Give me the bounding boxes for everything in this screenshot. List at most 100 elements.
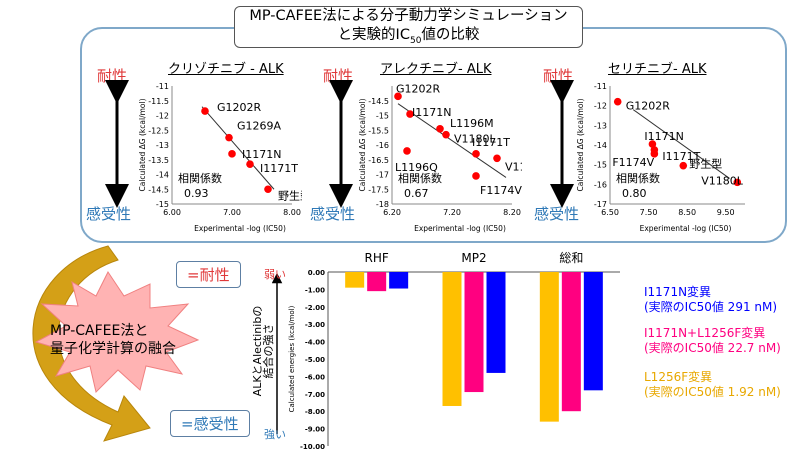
x-axis-label: Experimental -log (IC50): [640, 224, 732, 233]
y-tick-label: -15: [594, 161, 607, 170]
x-tick-label: 6.50: [601, 208, 619, 217]
x-tick-label: 6.00: [163, 208, 181, 217]
bar-y-tick-label: -9.00: [305, 426, 325, 434]
title-box: MP-CAFEE法による分子動力学シミュレーション と実験的IC50値の比較: [234, 6, 583, 48]
resistance-callout: =耐性: [176, 261, 241, 288]
data-point: [733, 178, 742, 187]
data-point: [442, 130, 450, 139]
data-point: [648, 140, 657, 148]
point-label: G1202R: [396, 82, 441, 95]
point-label: I1171N: [412, 106, 451, 119]
point-label: F1174V: [612, 156, 654, 169]
x-tick-label: 7.50: [640, 208, 658, 217]
y-tick-label: -16: [594, 180, 607, 189]
point-label: G1202R: [626, 100, 671, 113]
y-tick-label: -13.5: [148, 156, 169, 165]
legend-name-i1171n: I1171N変異: [644, 285, 712, 299]
correlation-label: 相関係数: [616, 172, 660, 185]
legend-item-l1256f: L1256F変異 (実際のIC50値 1.92 nM): [644, 370, 781, 400]
fusion-line1: MP-CAFEE法と: [50, 323, 149, 339]
y-tick-label: -11: [594, 82, 607, 91]
sensitivity-callout: =感受性: [170, 410, 250, 437]
fusion-text: MP-CAFEE法と 量子化学計算の融合: [50, 322, 176, 358]
strong-label: 強い: [264, 428, 286, 441]
y-tick-label: -11.5: [148, 97, 169, 106]
correlation-label: 相関係数: [398, 172, 442, 185]
legend-item-i1171n: I1171N変異 (実際のIC50値 291 nM): [644, 285, 777, 315]
bar: [539, 272, 559, 422]
bar-y-tick-label: -2.00: [305, 304, 325, 312]
bar-category-label: RHF: [365, 251, 389, 265]
data-point: [264, 185, 272, 194]
point-label: V1180L: [454, 133, 497, 146]
legend-name-l1256f: L1256F変異: [644, 370, 713, 384]
title-line1: MP-CAFEE法による分子動力学シミュレーション: [249, 8, 568, 24]
data-point: [246, 160, 254, 168]
legend-name-i1171n-l1256f: I1171N+L1256F変異: [644, 326, 766, 340]
trend-line: [397, 103, 507, 178]
y-tick-label: -14.5: [148, 185, 169, 194]
binding-axis-label-1: ALKとAlectinibの: [251, 306, 264, 397]
scatter-title-3: セリチニブ- ALK: [608, 62, 707, 77]
data-point: [228, 150, 236, 158]
bar: [464, 272, 484, 393]
bar-y-tick-label: -3.00: [305, 321, 325, 329]
point-label: I1171T: [662, 150, 700, 163]
scatter-svg-2: -14.5 -15 -15.5 -16 -16.5 -17 -17.5 -186.20 7.20…: [358, 82, 522, 233]
sensitivity-label-1: 感受性: [86, 205, 132, 223]
bar: [561, 272, 581, 412]
y-tick-label: -16.5: [368, 156, 389, 165]
point-label: I1171N: [644, 130, 683, 143]
bar: [389, 272, 409, 289]
trend-line: [632, 109, 730, 179]
data-point: [394, 92, 402, 101]
legend-sub-l1256f: (実際のIC50値 1.92 nM): [644, 385, 781, 399]
bar: [367, 272, 387, 292]
legend-item-i1171n-l1256f: I1171N+L1256F変異 (実際のIC50値 22.7 nM): [644, 326, 781, 356]
correlation-value: 0.80: [622, 187, 647, 200]
point-label: G1269A: [237, 120, 282, 133]
title-line2: と実験的IC50値の比較: [337, 27, 480, 46]
x-tick-label: 8.20: [503, 208, 521, 217]
bar-y-tick-label: -10.00: [300, 443, 325, 451]
data-point: [472, 150, 480, 158]
y-axis-label: Calculated ΔG (kcal/mol): [576, 98, 585, 191]
data-point: [650, 150, 659, 158]
curved-arrow: [32, 245, 151, 442]
data-point: [225, 133, 233, 142]
data-point: [679, 161, 688, 170]
bar-y-tick-label: -5.00: [305, 356, 325, 364]
bar-y-tick-label: 0.00: [308, 269, 325, 277]
x-tick-label: 8.00: [283, 208, 301, 217]
y-tick-label: -11: [156, 82, 169, 91]
legend-sub-i1171n-l1256f: (実際のIC50値 22.7 nM): [644, 341, 781, 355]
y-tick-label: -12: [156, 112, 169, 121]
sensitivity-label-2: 感受性: [310, 205, 356, 223]
x-tick-label: 8.50: [678, 208, 696, 217]
data-point: [493, 154, 501, 163]
scatter-title-1: クリゾチニブ - ALK: [168, 62, 284, 77]
point-label: G1202R: [217, 101, 262, 114]
y-tick-label: -17.5: [368, 185, 389, 194]
y-tick-label: -14: [594, 141, 607, 150]
y-tick-label: -17: [376, 171, 389, 180]
legend-sub-i1171n: (実際のIC50値 291 nM): [644, 300, 778, 314]
bar: [442, 272, 462, 406]
fusion-line2: 量子化学計算の融合: [50, 341, 176, 357]
data-point: [406, 110, 414, 118]
x-axis-label: Experimental -log (IC50): [194, 224, 286, 233]
bar-y-tick-label: -8.00: [305, 408, 325, 416]
data-point: [436, 124, 444, 133]
bar-category-label: 総和: [559, 251, 583, 265]
y-tick-label: -16: [376, 141, 389, 150]
bar: [345, 272, 365, 288]
binding-axis-label-2: 結合の強さ: [261, 324, 275, 379]
correlation-value: 0.93: [184, 187, 209, 200]
scatter-svg-3: -11 -12 -13 -14 -15 -16 -176.50 7.50 8.50 9.50 Exp…: [576, 82, 745, 233]
x-tick-label: 6.20: [383, 208, 401, 217]
correlation-label: 相関係数: [178, 172, 222, 185]
bar: [583, 272, 603, 391]
point-label: I1171T: [260, 162, 298, 175]
